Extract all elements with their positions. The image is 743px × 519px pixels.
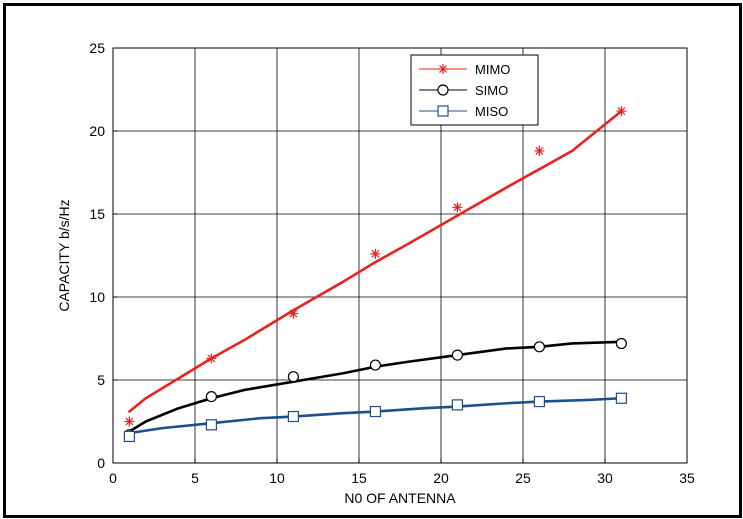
miso-point (533, 395, 546, 408)
simo-point (451, 349, 463, 361)
y-tick-label: 10 (89, 289, 105, 305)
ticks-layer: 0 5 10 15 20 25 30 35 0 5 10 15 20 25 (89, 40, 695, 486)
grid-layer (113, 48, 687, 463)
simo-point (369, 359, 381, 371)
x-tick-label: 25 (515, 470, 531, 486)
series-miso (123, 392, 628, 443)
x-tick-label: 30 (597, 470, 613, 486)
mimo-point (534, 145, 545, 156)
mimo-point (370, 248, 381, 259)
simo-point (615, 337, 628, 350)
x-tick-label: 5 (191, 470, 199, 486)
y-tick-label: 15 (89, 206, 105, 222)
x-tick-label: 10 (269, 470, 285, 486)
y-tick-label: 0 (97, 455, 105, 471)
series-mimo (124, 106, 627, 427)
mimo-point (452, 202, 463, 213)
legend-mimo-marker (438, 64, 448, 74)
capacity-chart: 0 5 10 15 20 25 30 35 0 5 10 15 20 25 N0 OF ANTENNA C… (56, 40, 695, 506)
simo-point (205, 391, 217, 403)
miso-point (451, 399, 463, 411)
legend-miso-label: MISO (475, 104, 508, 119)
mimo-point (288, 308, 299, 319)
series-layer (123, 106, 628, 443)
y-tick-label: 20 (89, 123, 105, 139)
miso-point (123, 430, 136, 443)
miso-point (287, 410, 299, 423)
miso-point (369, 405, 381, 418)
x-tick-label: 15 (351, 470, 367, 486)
simo-point (533, 341, 546, 353)
mimo-point (124, 416, 135, 427)
mimo-point (616, 106, 627, 117)
miso-point (615, 392, 628, 404)
figure-frame: 0 5 10 15 20 25 30 35 0 5 10 15 20 25 N0 OF ANTENNA C… (3, 3, 742, 518)
y-tick-label: 25 (89, 40, 105, 56)
legend-mimo-label: MIMO (475, 62, 510, 77)
mimo-point (206, 353, 217, 364)
y-axis-label: CAPACITY b/s/Hz (56, 199, 72, 311)
legend-simo-marker (437, 84, 449, 96)
legend-miso-marker (437, 105, 449, 117)
legend: MIMO SIMO MISO (410, 54, 539, 126)
simo-point (287, 371, 299, 383)
x-tick-label: 35 (679, 470, 695, 486)
y-tick-label: 5 (97, 372, 105, 388)
x-tick-label: 20 (433, 470, 449, 486)
legend-simo-label: SIMO (475, 83, 508, 98)
x-axis-label: N0 OF ANTENNA (344, 490, 456, 506)
mimo-line (128, 109, 623, 413)
miso-point (205, 419, 217, 431)
simo-line (128, 340, 623, 433)
x-tick-label: 0 (109, 470, 117, 486)
axes-box (112, 47, 688, 464)
